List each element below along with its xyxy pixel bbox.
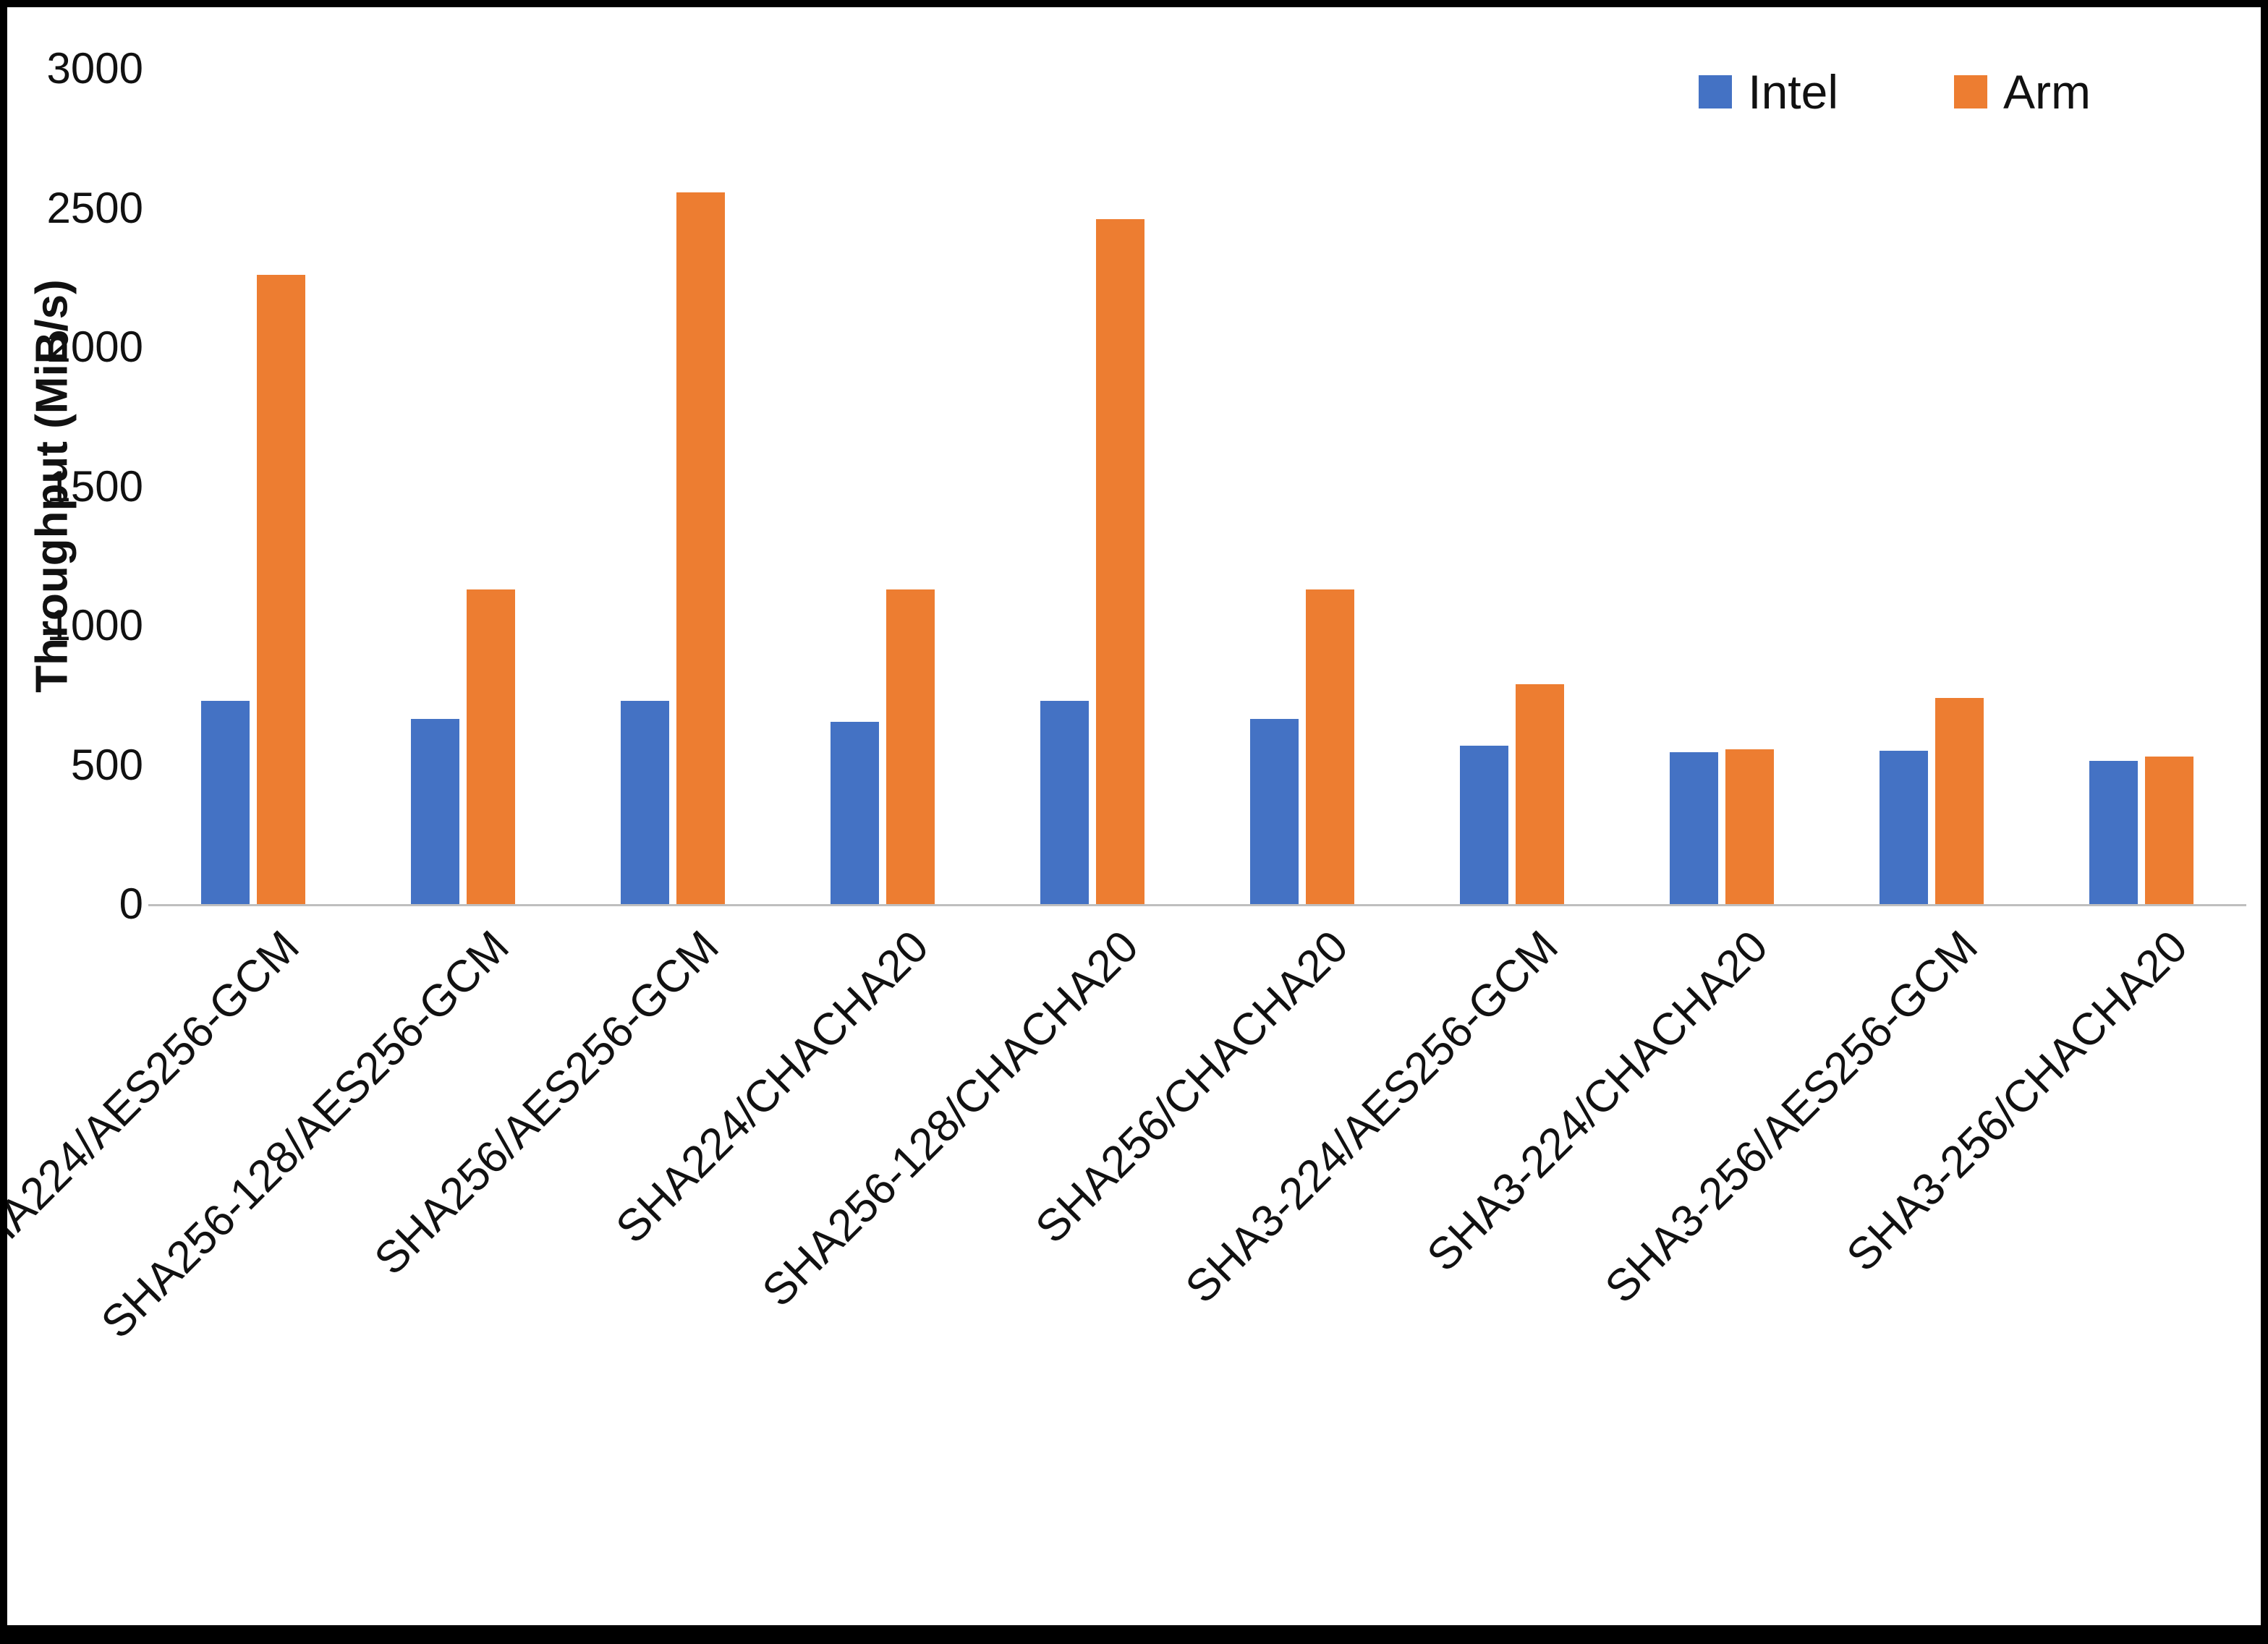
y-tick-label: 3000: [46, 44, 143, 93]
bar-intel-5: [1040, 701, 1089, 904]
bar-intel-2: [411, 719, 459, 904]
category-label: SHA224/AES256-GCM: [0, 921, 309, 1285]
category-label: SHA3-256/CHACHA20: [1837, 921, 2197, 1282]
bar-arm-3: [676, 192, 725, 904]
x-axis-line: [148, 904, 2246, 906]
y-tick-label: 2000: [46, 323, 143, 371]
bar-arm-10: [2145, 757, 2193, 904]
y-tick-label: 1000: [46, 601, 143, 649]
legend-label-arm: Arm: [2003, 65, 2091, 119]
bar-arm-9: [1935, 698, 1984, 904]
legend-label-intel: Intel: [1748, 65, 1839, 119]
bar-arm-5: [1096, 219, 1144, 904]
bar-chart: Throughput (MiB/s) Intel Arm 0 500 1000 150…: [7, 7, 2261, 1625]
y-tick-label: 0: [119, 880, 143, 928]
bar-arm-8: [1725, 749, 1774, 904]
category-label: SHA3-224/AES256-GCM: [1176, 921, 1568, 1313]
legend: Intel Arm: [1699, 67, 2091, 117]
y-tick-label: 500: [70, 740, 143, 789]
legend-swatch-intel: [1699, 75, 1733, 108]
bar-intel-9: [1880, 751, 1928, 904]
category-label: SHA256-128/AES256-GCM: [92, 921, 519, 1348]
category-label: SHA3-224/CHACHA20: [1417, 921, 1778, 1282]
legend-swatch-arm: [1954, 75, 1988, 108]
legend-item-arm: Arm: [1954, 67, 2091, 117]
bar-arm-6: [1306, 589, 1354, 904]
bar-intel-3: [621, 701, 669, 904]
bar-intel-6: [1250, 719, 1299, 904]
category-label: SHA3-256/AES256-GCM: [1595, 921, 1987, 1313]
bar-arm-4: [886, 589, 935, 904]
category-label: SHA256-128/CHACHA20: [752, 921, 1148, 1316]
y-tick-label: 1500: [46, 461, 143, 511]
y-tick-label: 2500: [46, 183, 143, 232]
legend-item-intel: Intel: [1699, 67, 1838, 117]
bar-intel-1: [201, 701, 250, 904]
bar-intel-4: [831, 722, 879, 904]
bar-arm-7: [1516, 684, 1564, 904]
bar-intel-10: [2089, 761, 2138, 904]
bar-intel-7: [1460, 746, 1508, 904]
bar-intel-8: [1670, 752, 1718, 904]
category-label: SHA256/AES256-GCM: [365, 921, 729, 1285]
bar-arm-1: [257, 275, 305, 904]
bar-arm-2: [467, 589, 515, 904]
